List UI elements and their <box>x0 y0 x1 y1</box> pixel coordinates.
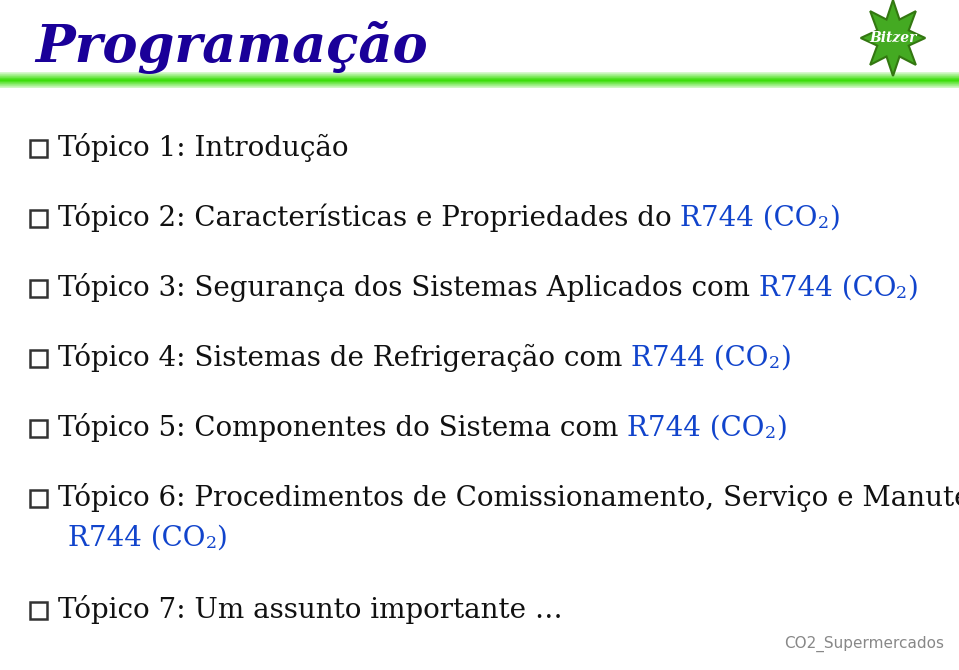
Text: R744 (CO: R744 (CO <box>759 275 897 302</box>
Text: 2: 2 <box>205 535 217 553</box>
Text: 2: 2 <box>768 356 780 373</box>
FancyBboxPatch shape <box>30 279 46 297</box>
Text: ): ) <box>776 415 786 442</box>
Text: Tópico 5: Componentes do Sistema com: Tópico 5: Componentes do Sistema com <box>58 413 627 442</box>
Text: ): ) <box>780 344 790 371</box>
FancyBboxPatch shape <box>30 139 46 157</box>
Text: Programação: Programação <box>35 21 428 74</box>
Text: 2: 2 <box>764 425 776 442</box>
Text: Tópico 4: Sistemas de Refrigeração com: Tópico 4: Sistemas de Refrigeração com <box>58 344 631 373</box>
Text: R744 (CO: R744 (CO <box>681 204 818 232</box>
FancyBboxPatch shape <box>30 350 46 366</box>
Text: R744 (CO: R744 (CO <box>631 344 768 371</box>
Text: ): ) <box>829 204 840 232</box>
FancyBboxPatch shape <box>30 419 46 436</box>
Polygon shape <box>860 0 925 76</box>
Text: R744 (CO: R744 (CO <box>627 415 764 442</box>
Text: Tópico 1: Introdução: Tópico 1: Introdução <box>58 133 348 163</box>
Text: Tópico 2: Características e Propriedades do: Tópico 2: Características e Propriedades… <box>58 204 681 232</box>
FancyBboxPatch shape <box>30 490 46 507</box>
FancyBboxPatch shape <box>30 602 46 618</box>
Text: 2: 2 <box>897 285 907 302</box>
Text: 2: 2 <box>818 216 829 232</box>
Text: Tópico 7: Um assunto importante …: Tópico 7: Um assunto importante … <box>58 596 563 624</box>
Text: Tópico 3: Segurança dos Sistemas Aplicados com: Tópico 3: Segurança dos Sistemas Aplicad… <box>58 273 759 302</box>
Text: CO2_Supermercados: CO2_Supermercados <box>784 636 944 652</box>
Text: ): ) <box>217 525 227 551</box>
Text: R744 (CO: R744 (CO <box>68 525 205 551</box>
FancyBboxPatch shape <box>30 210 46 226</box>
Text: Bitzer: Bitzer <box>869 31 917 45</box>
Text: ): ) <box>907 275 919 302</box>
Text: Tópico 6: Procedimentos de Comissionamento, Serviço e Manutenção com: Tópico 6: Procedimentos de Comissionamen… <box>58 484 959 513</box>
